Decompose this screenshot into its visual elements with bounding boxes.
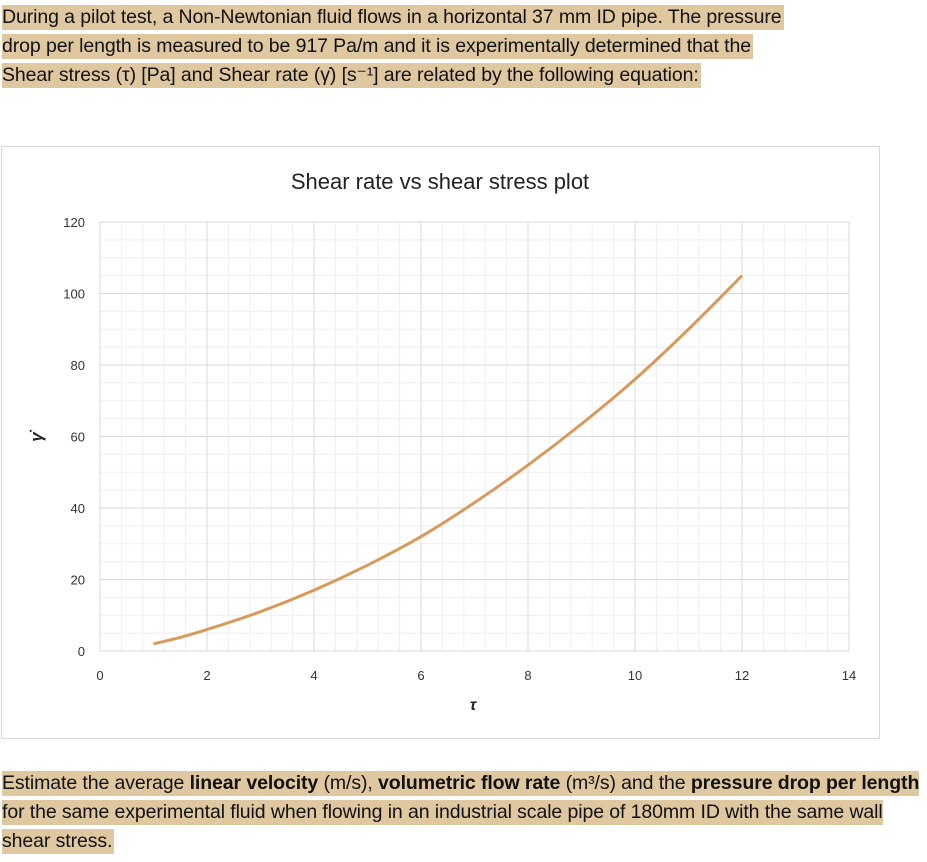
x-tick-label: 10	[628, 668, 642, 683]
x-tick-label: 0	[96, 668, 103, 683]
x-tick-label: 8	[524, 668, 531, 683]
q-text: (m³/s) and the	[560, 772, 691, 794]
y-axis-label: γ̇	[27, 429, 46, 441]
q-text: (m/s),	[318, 772, 379, 794]
intro-paragraph: During a pilot test, a Non-Newtonian flu…	[2, 3, 927, 90]
y-tick-label: 80	[71, 358, 85, 373]
y-tick-label: 120	[63, 215, 85, 230]
q-text: Estimate the average	[2, 772, 190, 794]
x-tick-label: 12	[735, 668, 749, 683]
q-bold-velocity: linear velocity	[189, 772, 319, 794]
x-axis-label: τ	[470, 697, 478, 714]
y-tick-label: 0	[78, 644, 85, 659]
chart: Shear rate vs shear stress plot 0 2 4 6 8 10 1…	[27, 169, 856, 714]
x-tick-label: 6	[417, 668, 424, 683]
x-tick-label: 4	[310, 668, 317, 683]
question-paragraph: Estimate the average linear velocity (m/…	[2, 769, 927, 856]
question-text: Estimate the average linear velocity (m/…	[2, 771, 919, 854]
intro-line: During a pilot test, a Non-Newtonian flu…	[2, 5, 784, 30]
x-tick-label: 14	[842, 668, 856, 683]
chart-title: Shear rate vs shear stress plot	[291, 169, 589, 194]
series-line	[153, 274, 744, 646]
y-tick-label: 60	[71, 430, 85, 445]
chart-container: Shear rate vs shear stress plot 0 2 4 6 8 10 1…	[1, 146, 880, 739]
q-bold-pressure: pressure drop per length	[690, 772, 920, 794]
x-tick-label: 2	[203, 668, 210, 683]
intro-line: drop per length is measured to be 917 Pa…	[2, 34, 753, 59]
y-tick-label: 20	[71, 573, 85, 588]
y-tick-label: 40	[71, 501, 85, 516]
q-text: for the same experimental fluid when flo…	[2, 801, 883, 852]
q-bold-flow: volumetric flow rate	[378, 772, 561, 794]
intro-line: Shear stress (τ) [Pa] and Shear rate (γ̇…	[2, 63, 701, 88]
y-tick-label: 100	[63, 287, 85, 302]
